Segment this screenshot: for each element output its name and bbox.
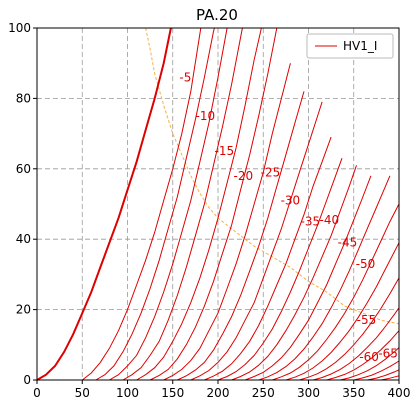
x-tick-label: 250: [252, 386, 275, 400]
curve-line-vg-m5: [81, 27, 202, 381]
curve-line-vg-m15: [109, 27, 228, 381]
curve-line-vg-0: [36, 27, 172, 381]
curve-line-vg-m100: [340, 347, 400, 381]
dissipation-limit: [145, 27, 400, 325]
curve-label: -45: [338, 236, 358, 250]
curve-label: -5: [179, 70, 191, 84]
x-tick-label: 150: [161, 386, 184, 400]
curve-line-vg-m35: [163, 63, 291, 381]
legend: HV1_I: [306, 33, 394, 59]
curve-label: -60: [359, 350, 379, 364]
y-tick-label: 80: [16, 91, 31, 105]
curve-line-vg-m95: [326, 330, 400, 381]
curve-line-vg-m105: [353, 360, 400, 381]
curve-line-vg-m70: [258, 175, 391, 381]
curve-label: -15: [215, 144, 235, 158]
curve-label: -40: [320, 213, 340, 227]
x-tick-label: 100: [116, 386, 139, 400]
curve-line-vg-m80: [285, 242, 400, 381]
curve-line-vg-m25: [136, 27, 262, 381]
curve-line-vg-m50: [204, 136, 332, 381]
y-tick-label: 100: [8, 21, 31, 35]
curve-label: -20: [234, 169, 254, 183]
curve-label: -10: [196, 109, 216, 123]
legend-box: [306, 33, 394, 59]
curve-line-vg-m45: [190, 101, 323, 381]
curve-label: -50: [356, 257, 376, 271]
limit-curve-line: [145, 27, 400, 325]
curve-line-vg-m110: [367, 369, 400, 381]
x-tick-label: 200: [207, 386, 230, 400]
y-tick-label: 20: [16, 303, 31, 317]
curve-line-vg-m40: [177, 91, 305, 381]
legend-label: HV1_I: [343, 39, 377, 53]
curve-label: -55: [357, 313, 377, 327]
curve-label: -30: [281, 193, 301, 207]
curve-line-vg-m55: [217, 158, 343, 381]
y-tick-label: 60: [16, 162, 31, 176]
curve-line-vg-m115: [380, 375, 400, 381]
x-tick-label: 400: [388, 386, 411, 400]
curve-label-group: -5 -10 -15 -20 -25-30-35 -40 -45 -50 -55 -60 -65: [179, 70, 398, 364]
curve-line-vg-m90: [312, 307, 400, 381]
curve-line-vg-m65: [244, 175, 372, 381]
curve-line-vg-m30: [149, 27, 278, 381]
curve-line-vg-m85: [299, 277, 400, 381]
curve-label: -35: [301, 215, 321, 229]
y-tick-label: 40: [16, 232, 31, 246]
y-axis: 0 20 40 60 80 100: [8, 21, 37, 387]
curve-line-vg-m10: [95, 27, 215, 381]
y-tick-label: 0: [23, 373, 31, 387]
curve-label: -65: [378, 347, 398, 361]
curve-group: [36, 27, 400, 381]
curve-line-vg-m20: [122, 27, 243, 381]
grid-lines: [37, 28, 399, 380]
x-tick-label: 0: [33, 386, 41, 400]
x-tick-label: 50: [75, 386, 90, 400]
x-axis: 0 50 100 150 200 250 300 350 400: [33, 380, 410, 400]
curve-line-vg-m60: [231, 165, 357, 381]
curve-line-vg-m75: [272, 203, 400, 381]
x-tick-label: 300: [297, 386, 320, 400]
x-tick-label: 350: [342, 386, 365, 400]
chart-title: PA.20: [196, 6, 238, 24]
curve-label: -25: [261, 165, 281, 179]
